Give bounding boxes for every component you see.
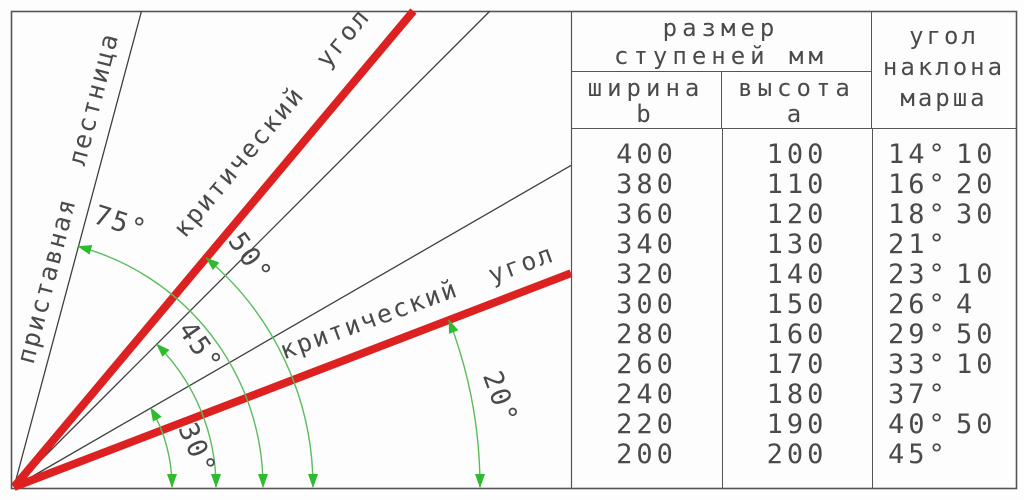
march-angle-value: 23° 10 bbox=[872, 260, 1016, 290]
table-row: 340 130 21° bbox=[571, 230, 1016, 260]
step-height-value: 130 bbox=[766, 229, 828, 260]
width-column-label: ширина bbox=[587, 74, 705, 102]
table-row: 220 190 40° 50 bbox=[571, 410, 1016, 440]
angle-minutes: 50 bbox=[956, 409, 997, 440]
drawing-frame bbox=[10, 10, 1018, 490]
march-angle-value: 45° bbox=[872, 440, 1016, 470]
angle-column-header: угол наклона марша bbox=[872, 11, 1016, 128]
angle-minutes: 4 bbox=[956, 289, 977, 320]
march-angle-value: 33° 10 bbox=[872, 350, 1016, 380]
angle-header-line3: марша bbox=[900, 84, 988, 112]
step-height-value: 120 bbox=[766, 199, 828, 230]
size-header-line1: размер bbox=[662, 14, 780, 42]
table-body: 400 100 14° 10 380 110 16° 20 360 120 18° 30 340 130 2… bbox=[571, 129, 1016, 488]
step-width-value: 220 bbox=[616, 409, 677, 440]
angle-header-line1: угол bbox=[909, 22, 979, 50]
angle-degrees: 40° bbox=[888, 409, 949, 440]
arc-75deg-label: 75° bbox=[90, 200, 152, 246]
angle-minutes: 10 bbox=[956, 259, 997, 290]
step-height-value: 110 bbox=[766, 169, 828, 200]
table-row: 200 200 45° bbox=[571, 440, 1016, 470]
step-height-value: 180 bbox=[766, 379, 828, 410]
angle-degrees: 26° bbox=[888, 289, 949, 320]
march-angle-value: 37° bbox=[872, 380, 1016, 410]
table-row: 300 150 26° 4 bbox=[571, 290, 1016, 320]
step-width-value: 340 bbox=[616, 229, 677, 260]
march-angle-value: 21° bbox=[872, 230, 1016, 260]
angle-minutes: 10 bbox=[956, 349, 997, 380]
critical-angle-upper-line bbox=[10, 8, 417, 490]
step-width-value: 300 bbox=[616, 289, 677, 320]
table-row: 320 140 23° 10 bbox=[571, 260, 1016, 290]
angle-minutes: 10 bbox=[956, 139, 997, 170]
step-width-value: 360 bbox=[616, 199, 677, 230]
table-row: 380 110 16° 20 bbox=[571, 170, 1016, 200]
arc-50deg bbox=[205, 257, 318, 488]
size-header-cell: размер ступеней мм bbox=[571, 11, 872, 72]
angle-minutes: 50 bbox=[956, 319, 997, 350]
step-height-value: 100 bbox=[766, 139, 828, 170]
angle-minutes: 20 bbox=[956, 169, 997, 200]
step-height-value: 160 bbox=[766, 319, 828, 350]
table-row: 360 120 18° 30 bbox=[571, 200, 1016, 230]
step-height-value: 190 bbox=[766, 409, 828, 440]
step-height-value: 200 bbox=[766, 439, 828, 470]
arc-45deg-label: 45° bbox=[172, 316, 229, 379]
march-angle-value: 29° 50 bbox=[872, 320, 1016, 350]
angle-degrees: 37° bbox=[888, 379, 949, 410]
height-column-header: высота a bbox=[722, 72, 872, 128]
march-angle-value: 14° 10 bbox=[872, 140, 1016, 170]
step-width-value: 240 bbox=[616, 379, 677, 410]
size-header-line2: ступеней мм bbox=[614, 42, 828, 70]
step-width-value: 320 bbox=[616, 259, 677, 290]
march-angle-value: 16° 20 bbox=[872, 170, 1016, 200]
step-width-value: 200 bbox=[616, 439, 677, 470]
width-column-symbol: b bbox=[636, 100, 656, 128]
step-height-value: 150 bbox=[766, 289, 828, 320]
steps-size-table: размер ступеней мм ширина b высота a уго… bbox=[571, 11, 1016, 488]
angle-degrees: 14° bbox=[888, 139, 949, 170]
angle-degrees: 18° bbox=[888, 199, 949, 230]
march-angle-value: 18° 30 bbox=[872, 200, 1016, 230]
angle-degrees: 29° bbox=[888, 319, 949, 350]
arc-20deg-label: 20° bbox=[476, 367, 524, 429]
step-width-value: 400 bbox=[616, 139, 677, 170]
angle-minutes bbox=[956, 440, 1016, 470]
angle-degrees: 21° bbox=[888, 229, 949, 260]
table-row: 280 160 29° 50 bbox=[571, 320, 1016, 350]
angle-degrees: 23° bbox=[888, 259, 949, 290]
angle-degrees: 16° bbox=[888, 169, 949, 200]
ladder-line-label: приставная лестница bbox=[11, 29, 124, 366]
width-column-header: ширина b bbox=[571, 72, 722, 128]
march-angle-value: 40° 50 bbox=[872, 410, 1016, 440]
step-width-value: 260 bbox=[616, 349, 677, 380]
arc-30deg-label: 30° bbox=[171, 418, 222, 481]
critical-angle-lower-line-label: критический угол bbox=[276, 239, 558, 365]
step-width-value: 280 bbox=[616, 319, 677, 350]
march-angle-value: 26° 4 bbox=[872, 290, 1016, 320]
angle-minutes bbox=[956, 230, 1016, 260]
table-header-divider bbox=[571, 128, 1016, 129]
step-width-value: 380 bbox=[616, 169, 677, 200]
table-row: 240 180 37° bbox=[571, 380, 1016, 410]
height-column-label: высота bbox=[738, 74, 855, 102]
height-column-symbol: a bbox=[786, 100, 807, 128]
table-row: 400 100 14° 10 bbox=[571, 140, 1016, 170]
angle-degrees: 45° bbox=[888, 439, 949, 470]
angle-minutes bbox=[956, 380, 1016, 410]
table-vertical-divider-2 bbox=[872, 129, 873, 488]
step-height-value: 140 bbox=[766, 259, 828, 290]
table-vertical-divider-1 bbox=[722, 129, 723, 488]
step-height-value: 170 bbox=[766, 349, 828, 380]
critical-angle-upper-line-label: критический угол bbox=[167, 2, 376, 243]
table-row: 260 170 33° 10 bbox=[571, 350, 1016, 380]
angle-header-line2: наклона bbox=[882, 53, 1006, 81]
angle-minutes: 30 bbox=[956, 199, 997, 230]
arc-30deg bbox=[150, 407, 177, 488]
arc-20deg bbox=[448, 319, 485, 488]
angle-degrees: 33° bbox=[888, 349, 949, 380]
